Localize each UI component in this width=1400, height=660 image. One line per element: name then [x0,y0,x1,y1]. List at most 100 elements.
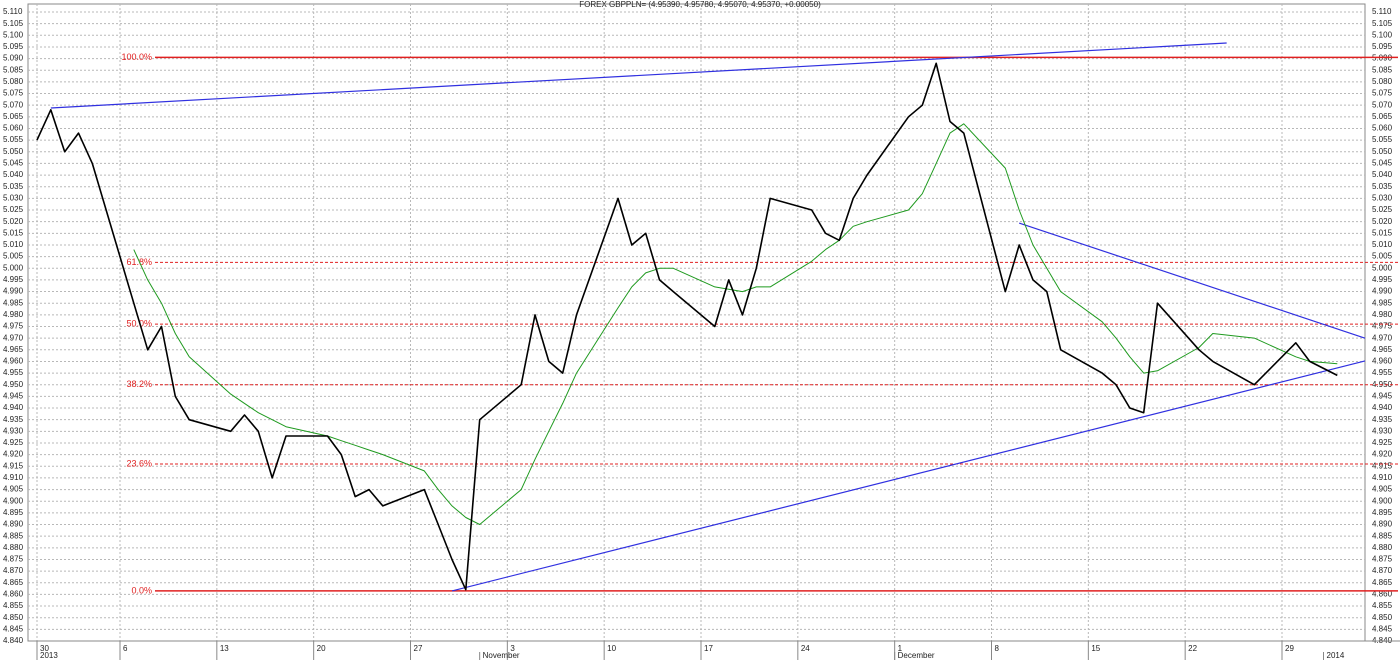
y-tick-label: 5.110 [1372,7,1392,16]
y-tick-label: 4.990 [1372,287,1393,296]
x-period-label: December [898,651,935,660]
y-tick-label: 4.865 [1372,578,1393,587]
y-tick-label: 4.880 [3,543,24,552]
y-tick-label: 4.855 [1372,601,1393,610]
y-tick-label: 5.085 [1372,65,1393,74]
y-tick-label: 5.085 [3,65,24,74]
x-tick-label: 17 [704,644,713,653]
y-tick-label: 4.855 [3,601,24,610]
y-tick-label: 4.935 [3,415,24,424]
y-tick-label: 5.045 [3,159,24,168]
y-tick-label: 5.095 [3,42,24,51]
y-tick-label: 4.985 [1372,298,1393,307]
y-tick-label: 4.980 [1372,310,1393,319]
y-tick-label: 5.035 [3,182,24,191]
y-tick-label: 4.980 [3,310,24,319]
x-tick-label: 1 [898,644,903,653]
y-tick-label: 5.110 [3,7,23,16]
plot-frame [27,3,1366,642]
y-tick-label: 4.925 [3,438,24,447]
y-tick-label: 5.000 [3,263,24,272]
x-tick-label: 27 [414,644,423,653]
y-tick-label: 5.060 [1372,124,1393,133]
level-label: 23.6% [126,458,152,468]
y-tick-label: 4.965 [3,345,24,354]
y-tick-label: 4.955 [1372,368,1393,377]
y-tick-label: 5.065 [3,112,24,121]
y-tick-label: 5.055 [3,135,24,144]
y-tick-label: 4.960 [3,357,24,366]
y-tick-label: 4.965 [1372,345,1393,354]
y-tick-label: 4.860 [1372,590,1393,599]
x-tick-label: 8 [995,644,1000,653]
y-tick-label: 4.890 [3,520,24,529]
y-tick-label: 5.075 [3,89,24,98]
y-tick-label: 5.080 [3,77,24,86]
trend-line [451,360,1366,592]
y-tick-label: 5.035 [1372,182,1393,191]
y-tick-label: 5.045 [1372,159,1393,168]
y-tick-label: 4.900 [3,496,24,505]
y-tick-label: 5.030 [1372,193,1393,202]
price-line [36,62,1338,591]
y-tick-label: 4.930 [1372,426,1393,435]
y-tick-label: 5.070 [1372,100,1393,109]
level-label: 38.2% [126,379,152,389]
y-tick-label: 4.975 [1372,322,1393,331]
y-tick-label: 4.995 [1372,275,1393,284]
x-tick-label: 13 [220,644,229,653]
y-tick-label: 5.010 [1372,240,1393,249]
x-tick-label: 22 [1188,644,1197,653]
y-tick-label: 4.865 [3,578,24,587]
x-period-label: November [483,651,520,660]
y-tick-label: 5.040 [1372,170,1393,179]
y-tick-label: 4.950 [3,380,24,389]
y-tick-label: 4.900 [1372,496,1393,505]
y-tick-label: 4.850 [1372,613,1393,622]
y-tick-label: 5.005 [1372,252,1393,261]
y-tick-label: 5.090 [1372,54,1393,63]
x-tick-label: 24 [801,644,810,653]
x-tick-label: 6 [123,644,128,653]
y-tick-label: 5.095 [1372,42,1393,51]
y-tick-label: 5.020 [1372,217,1393,226]
y-tick-label: 4.880 [1372,543,1393,552]
y-tick-label: 5.010 [3,240,24,249]
y-tick-label: 4.875 [3,555,24,564]
y-tick-label: 4.940 [3,403,24,412]
y-tick-label: 4.990 [3,287,24,296]
y-tick-label: 4.945 [3,391,24,400]
y-tick-label: 5.060 [3,124,24,133]
y-tick-label: 4.970 [3,333,24,342]
y-tick-label: 4.975 [3,322,24,331]
y-tick-label: 4.860 [3,590,24,599]
x-tick-label: 20 [317,644,326,653]
y-tick-label: 4.995 [3,275,24,284]
y-tick-label: 4.845 [1372,624,1393,633]
y-tick-label: 4.845 [3,624,24,633]
x-tick-label: 10 [607,644,616,653]
y-tick-label: 5.005 [3,252,24,261]
y-tick-label: 4.840 [3,636,24,645]
y-tick-label: 4.985 [3,298,24,307]
y-tick-label: 5.015 [1372,228,1393,237]
y-tick-label: 5.050 [1372,147,1393,156]
y-tick-label: 4.850 [3,613,24,622]
y-tick-label: 5.020 [3,217,24,226]
y-tick-label: 4.935 [1372,415,1393,424]
y-tick-label: 4.870 [3,566,24,575]
x-period-label: 2014 [1327,651,1345,660]
y-tick-label: 4.925 [1372,438,1393,447]
y-tick-label: 5.015 [3,228,24,237]
y-tick-label: 4.915 [3,461,24,470]
level-label: 100.0% [121,52,152,62]
y-tick-label: 4.955 [3,368,24,377]
y-tick-label: 5.105 [1372,19,1393,28]
y-tick-label: 5.105 [3,19,24,28]
y-tick-label: 4.910 [3,473,24,482]
y-tick-label: 4.960 [1372,357,1393,366]
y-tick-label: 5.100 [1372,30,1393,39]
y-tick-label: 4.890 [1372,520,1393,529]
y-tick-label: 4.945 [1372,391,1393,400]
